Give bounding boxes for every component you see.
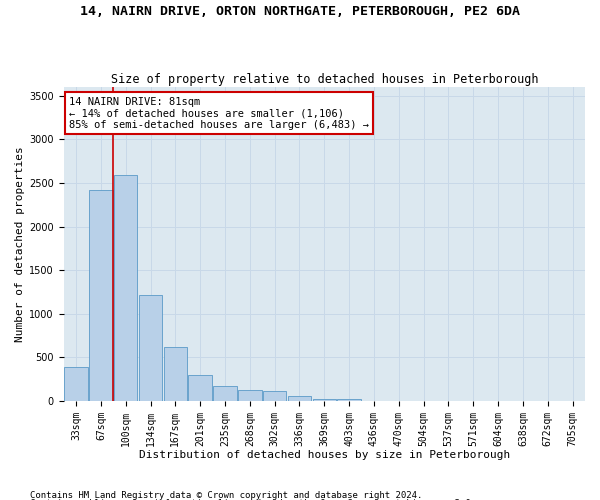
Text: 14, NAIRN DRIVE, ORTON NORTHGATE, PETERBOROUGH, PE2 6DA: 14, NAIRN DRIVE, ORTON NORTHGATE, PETERB…	[80, 5, 520, 18]
Bar	[238, 390, 262, 401]
Bar	[337, 400, 361, 401]
Bar	[288, 396, 311, 401]
Title: Size of property relative to detached houses in Peterborough: Size of property relative to detached ho…	[110, 73, 538, 86]
Bar	[263, 392, 286, 401]
Y-axis label: Number of detached properties: Number of detached properties	[15, 146, 25, 342]
Bar	[139, 294, 163, 401]
Bar	[213, 386, 237, 401]
Text: 14 NAIRN DRIVE: 81sqm
← 14% of detached houses are smaller (1,106)
85% of semi-d: 14 NAIRN DRIVE: 81sqm ← 14% of detached …	[69, 96, 369, 130]
Bar	[114, 175, 137, 401]
Bar	[64, 367, 88, 401]
X-axis label: Distribution of detached houses by size in Peterborough: Distribution of detached houses by size …	[139, 450, 510, 460]
Bar	[164, 347, 187, 401]
Bar	[188, 375, 212, 401]
Text: Contains HM Land Registry data © Crown copyright and database right 2024.: Contains HM Land Registry data © Crown c…	[30, 490, 422, 500]
Bar	[89, 190, 113, 401]
Bar	[313, 399, 336, 401]
Text: Contains public sector information licensed under the Open Government Licence v3: Contains public sector information licen…	[30, 499, 476, 500]
